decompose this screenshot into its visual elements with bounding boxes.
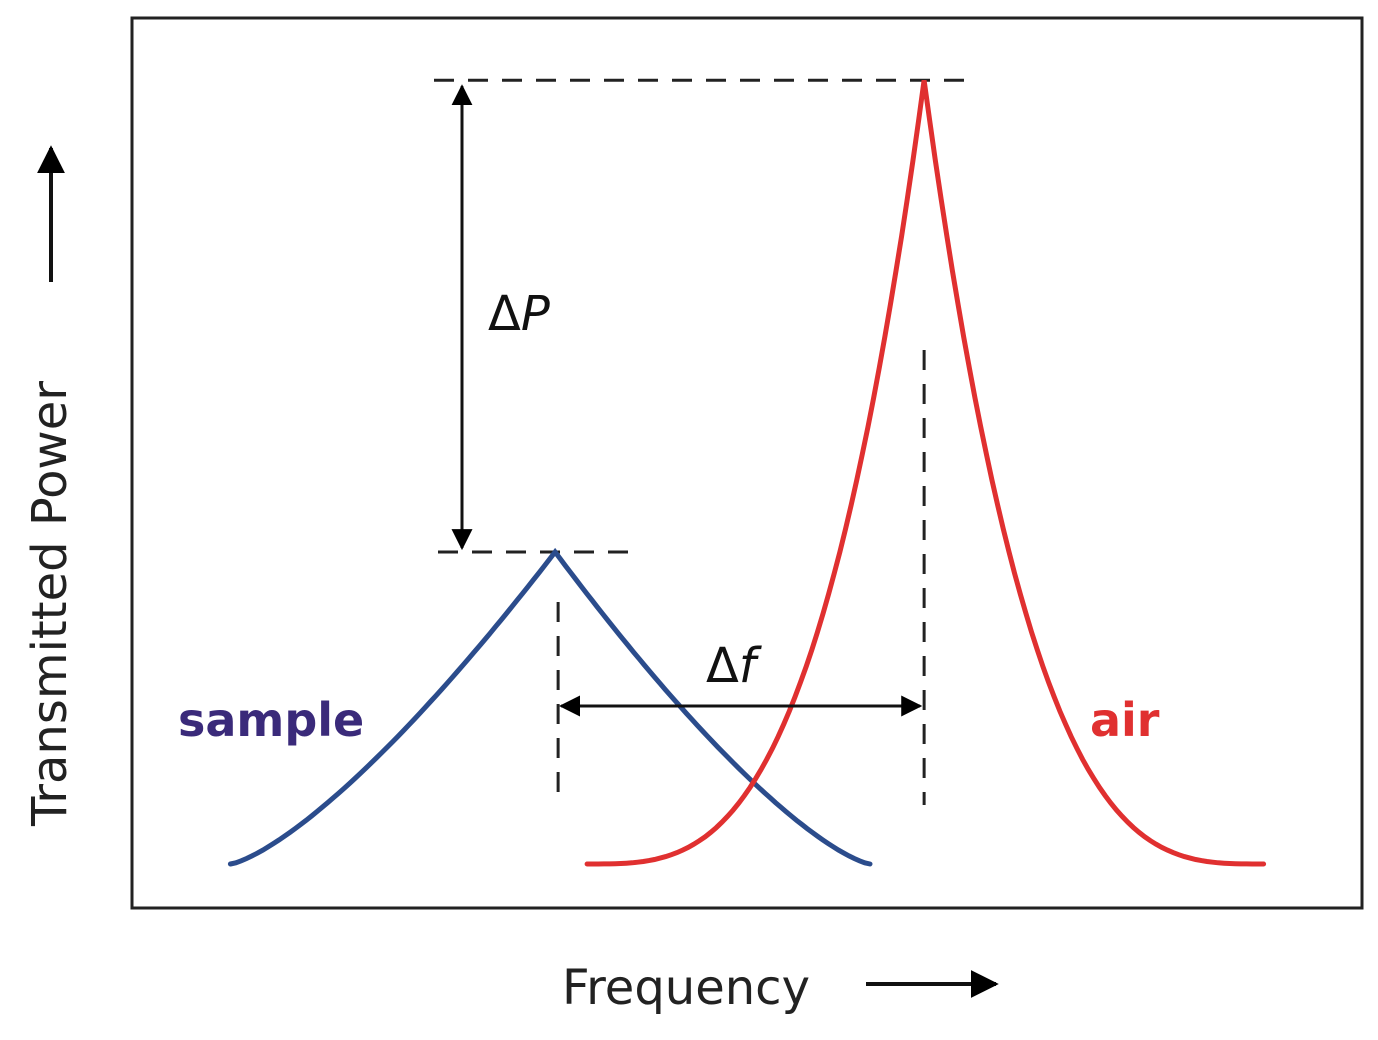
series-label-air: air (1090, 693, 1160, 747)
y-axis-label: Transmitted Power (22, 381, 78, 827)
series-line-sample (227, 547, 873, 867)
plot-frame (130, 16, 1364, 910)
guide-lines (434, 78, 976, 805)
series-label-sample: sample (178, 693, 364, 747)
series-curves (227, 79, 1267, 867)
x-axis-label: Frequency (562, 960, 810, 1016)
series-line-air (584, 79, 1267, 867)
delta-p-label: ΔP (488, 286, 550, 342)
delta-f-label: Δf (706, 638, 762, 694)
dimension-arrows (451, 84, 923, 717)
